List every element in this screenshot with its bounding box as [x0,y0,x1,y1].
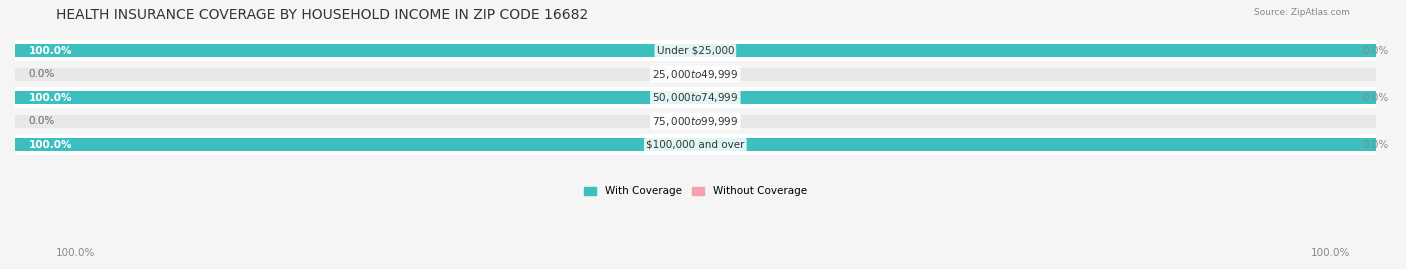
Text: $75,000 to $99,999: $75,000 to $99,999 [652,115,738,128]
Text: 100.0%: 100.0% [28,93,72,103]
Text: 0.0%: 0.0% [1362,93,1388,103]
Text: 0.0%: 0.0% [28,69,55,79]
Bar [15,68,1375,81]
Text: $25,000 to $49,999: $25,000 to $49,999 [652,68,738,81]
Text: 100.0%: 100.0% [1310,248,1350,258]
Bar [15,87,1375,108]
Legend: With Coverage, Without Coverage: With Coverage, Without Coverage [579,182,811,200]
Text: 0.0%: 0.0% [28,116,55,126]
Bar [15,40,1375,61]
Text: 0.0%: 0.0% [28,116,55,126]
Text: 100.0%: 100.0% [28,140,72,150]
Text: 0.0%: 0.0% [1362,140,1388,150]
Bar [15,63,1375,85]
Bar [15,44,1375,57]
Bar [15,91,1375,104]
Bar [15,115,1375,128]
Text: 0.0%: 0.0% [1362,46,1388,56]
Bar [15,138,1375,151]
Text: $100,000 and over: $100,000 and over [647,140,745,150]
Text: $50,000 to $74,999: $50,000 to $74,999 [652,91,738,104]
Bar [15,134,1375,155]
Bar [15,138,1375,151]
Text: 100.0%: 100.0% [56,248,96,258]
Bar [15,91,1375,104]
Text: 0.0%: 0.0% [28,69,55,79]
Bar [15,111,1375,132]
Text: Under $25,000: Under $25,000 [657,46,734,56]
Bar [15,44,1375,57]
Text: Source: ZipAtlas.com: Source: ZipAtlas.com [1254,8,1350,17]
Text: 100.0%: 100.0% [28,46,72,56]
Text: HEALTH INSURANCE COVERAGE BY HOUSEHOLD INCOME IN ZIP CODE 16682: HEALTH INSURANCE COVERAGE BY HOUSEHOLD I… [56,8,589,22]
